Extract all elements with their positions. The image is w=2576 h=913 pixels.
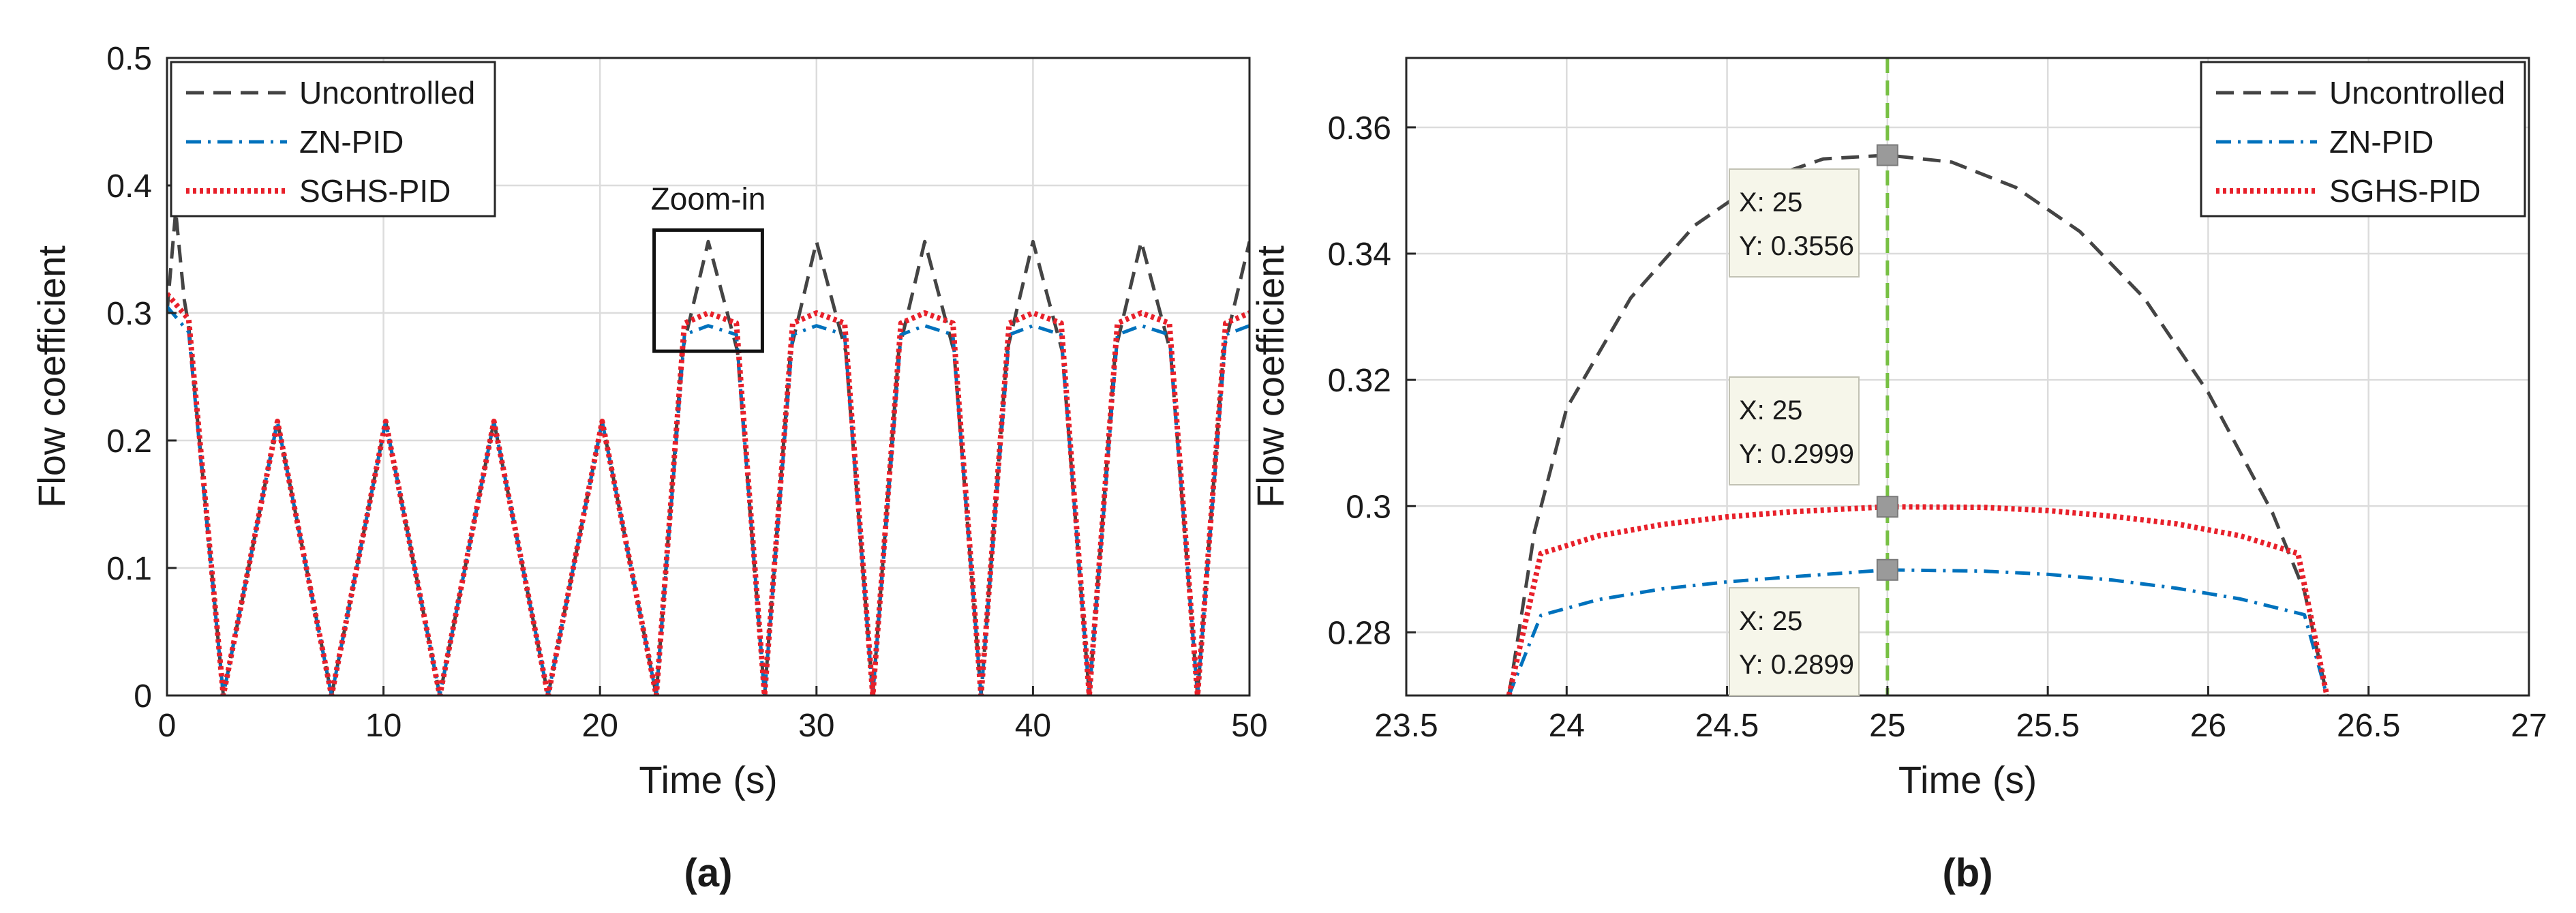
datatip-marker (1876, 558, 1898, 581)
x-tick-label: 10 (365, 708, 401, 744)
y-tick-label: 0.32 (1328, 363, 1391, 399)
legend-label: ZN-PID (299, 124, 404, 160)
x-tick-label: 0 (158, 708, 177, 744)
x-tick-label: 25 (1869, 708, 1905, 744)
panel-label: (b) (1942, 851, 1992, 895)
x-tick-label: 25.5 (2016, 708, 2079, 744)
panel-b: 23.5 24 24.5 25 25.5 26 26.5 27 0.28 0.3 0.32 0.34 0… (1249, 57, 2547, 895)
panel-a: 0 10 20 30 40 50 0 0.1 0.2 0.3 0.4 0.5 Time (s) Flow … (30, 41, 1268, 895)
panel-label: (a) (684, 851, 733, 895)
y-tick-label: 0.5 (106, 41, 152, 77)
series-line-uncontrolled (167, 209, 1249, 695)
x-tick-label: 50 (1231, 708, 1267, 744)
datatip-y-text: Y: 0.2899 (1739, 650, 1854, 680)
x-tick-label: 27 (2511, 708, 2547, 744)
series-line-sghs-pid (167, 292, 1249, 695)
y-tick-label: 0.34 (1328, 237, 1391, 273)
series-line-uncontrolled (1507, 153, 2329, 695)
x-tick-label: 40 (1015, 708, 1051, 744)
x-tick-label: 24 (1549, 708, 1585, 744)
datatip-marker (1876, 144, 1898, 166)
x-tick-label: 26 (2190, 708, 2226, 744)
legend-label: Uncontrolled (299, 75, 475, 110)
plot-content (167, 209, 1249, 695)
y-tick-label: 0.1 (106, 551, 152, 587)
y-tick-label: 0 (134, 678, 152, 715)
y-axis-label: Flow coefficient (1249, 245, 1292, 508)
datatip-marker (1876, 496, 1898, 518)
x-tick-label: 24.5 (1695, 708, 1759, 744)
y-tick-label: 0.3 (1346, 489, 1391, 525)
x-tick-label: 23.5 (1374, 708, 1438, 744)
datatip-x-text: X: 25 (1739, 188, 1802, 218)
y-tick-label: 0.28 (1328, 615, 1391, 651)
x-axis-label: Time (s) (639, 758, 777, 801)
series-line-sghs-pid (1506, 504, 2330, 695)
legend-label: SGHS-PID (2329, 173, 2481, 209)
legend-box (2200, 61, 2526, 218)
x-tick-label: 20 (582, 708, 618, 744)
series-line-zn-pid (1507, 568, 2329, 695)
datatip-y-text: Y: 0.3556 (1739, 231, 1854, 261)
legend-box (170, 61, 496, 218)
zoom-in-label: Zoom-in (651, 181, 766, 216)
y-tick-label: 0.36 (1328, 110, 1391, 147)
datatip-y-text: Y: 0.2999 (1739, 439, 1854, 469)
datatip-x-text: X: 25 (1739, 606, 1802, 636)
y-tick-label: 0.4 (106, 168, 152, 205)
y-tick-label: 0.3 (106, 296, 152, 332)
datatip-box (1729, 587, 1860, 696)
x-tick-label: 26.5 (2337, 708, 2400, 744)
axes-frame (166, 57, 1251, 697)
legend-label: ZN-PID (2329, 124, 2434, 160)
y-axis-label: Flow coefficient (30, 245, 73, 508)
legend-label: Uncontrolled (2329, 75, 2505, 110)
datatip-box (1729, 168, 1860, 278)
datatip-x-text: X: 25 (1739, 395, 1802, 425)
y-tick-label: 0.2 (106, 423, 152, 460)
plot-content (1506, 58, 2330, 695)
legend-label: SGHS-PID (299, 173, 451, 209)
axes-frame (1405, 57, 2530, 697)
datatip-box (1729, 376, 1860, 485)
zoom-in-box (652, 228, 764, 353)
x-axis-label: Time (s) (1898, 758, 2037, 801)
x-tick-label: 30 (798, 708, 834, 744)
